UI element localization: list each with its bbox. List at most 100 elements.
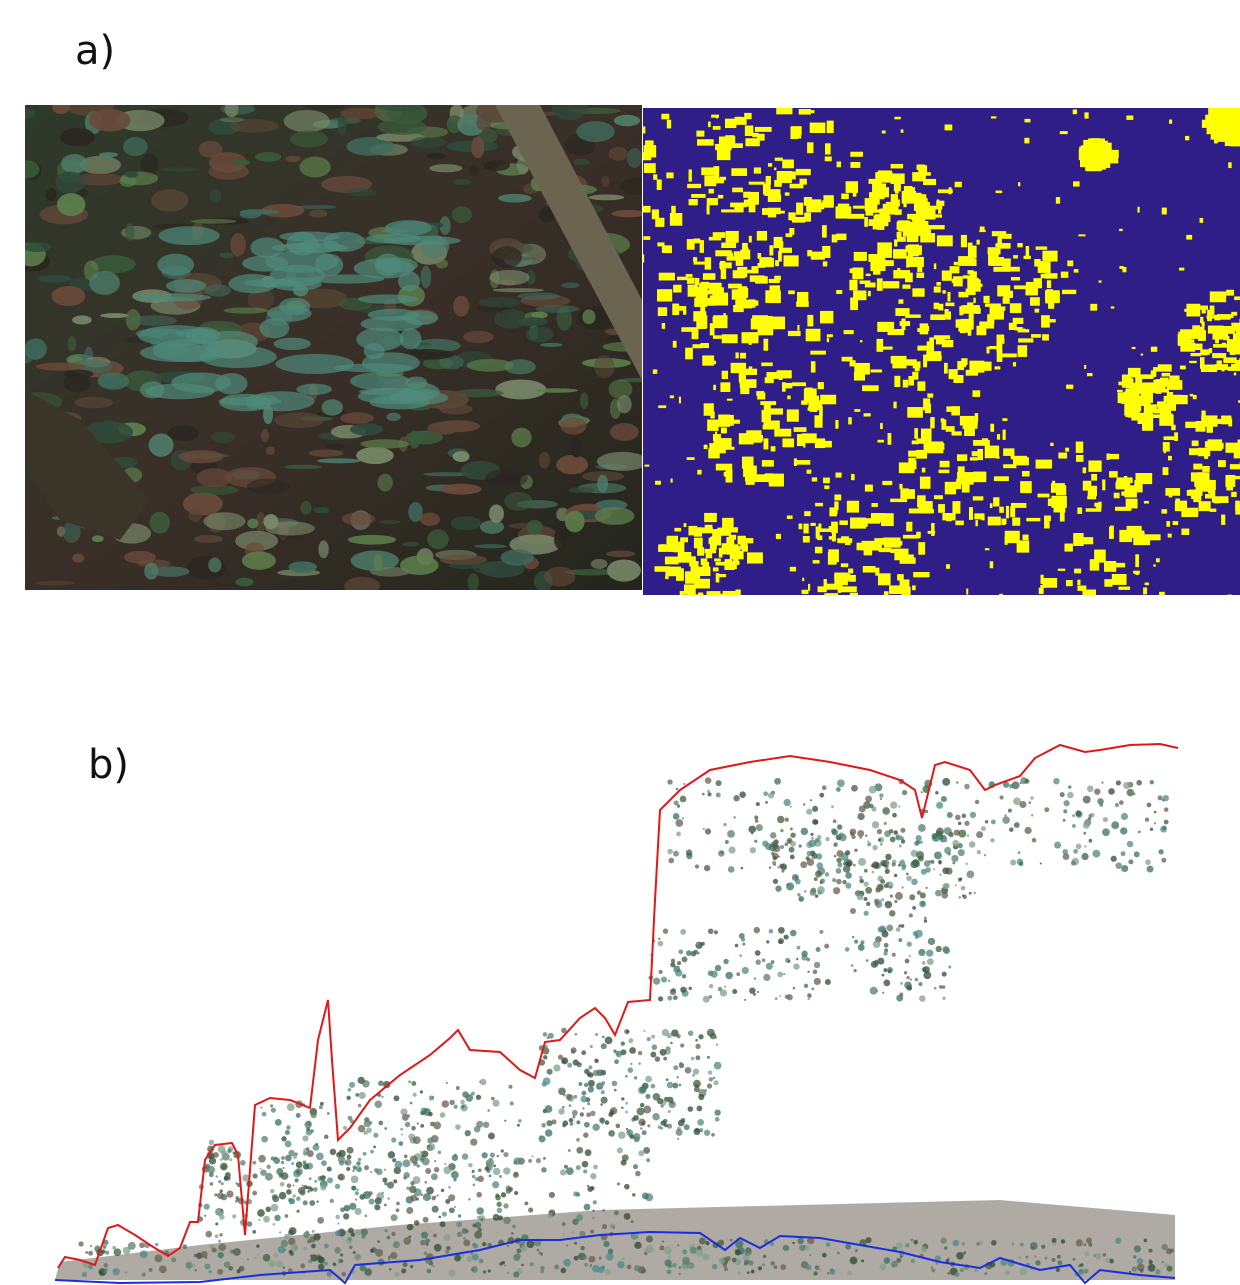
cloud-point xyxy=(438,1151,441,1154)
cloud-point xyxy=(889,829,894,834)
cloud-point xyxy=(477,1216,481,1220)
cloud-point xyxy=(790,841,796,847)
cloud-point xyxy=(155,1254,163,1262)
cloud-point xyxy=(1140,1269,1144,1273)
foliage-patch xyxy=(325,443,345,449)
foliage-patch xyxy=(13,160,40,178)
cloud-point xyxy=(894,830,898,834)
vegetation-pixel xyxy=(1026,518,1040,521)
vegetation-pixel xyxy=(818,382,824,389)
vegetation-pixel xyxy=(873,264,880,275)
cloud-point xyxy=(446,1082,448,1084)
cloud-point xyxy=(685,988,688,991)
cloud-point xyxy=(865,795,872,802)
cloud-point xyxy=(898,924,901,927)
cloud-point xyxy=(917,890,921,894)
cloud-point xyxy=(712,1264,717,1269)
vegetation-pixel xyxy=(732,289,747,299)
vegetation-pixel xyxy=(1087,496,1096,500)
cloud-point xyxy=(265,1173,273,1181)
vegetation-pixel xyxy=(729,420,740,424)
cloud-point xyxy=(777,972,783,978)
vegetation-pixel xyxy=(707,198,718,205)
cloud-point xyxy=(449,1100,454,1105)
cloud-point xyxy=(705,1241,709,1245)
cloud-point xyxy=(576,1147,583,1154)
vegetation-pixel xyxy=(1073,533,1083,546)
cloud-point xyxy=(962,814,967,819)
vegetation-pixel xyxy=(804,511,810,516)
vegetation-pixel xyxy=(719,262,731,268)
vegetation-pixel xyxy=(997,237,1001,248)
cloud-point xyxy=(693,950,698,955)
vegetation-pixel xyxy=(1096,506,1099,508)
vegetation-pixel xyxy=(854,409,860,412)
foliage-patch xyxy=(570,438,583,458)
foliage-patch xyxy=(219,117,244,122)
cloud-point xyxy=(1149,1259,1152,1262)
vegetation-pixel xyxy=(1060,131,1068,134)
cloud-point xyxy=(1119,800,1124,805)
cloud-point xyxy=(182,1244,187,1249)
vegetation-pixel xyxy=(803,524,808,534)
vegetation-pixel xyxy=(869,192,884,199)
cloud-point xyxy=(947,812,953,818)
vegetation-pixel xyxy=(721,243,736,248)
vegetation-pixel xyxy=(1090,304,1097,311)
cloud-point xyxy=(1072,814,1075,817)
cloud-point xyxy=(875,887,881,893)
cloud-point xyxy=(819,930,823,934)
vegetation-pixel xyxy=(1200,218,1204,223)
vegetation-pixel xyxy=(1205,494,1213,498)
cloud-point xyxy=(666,1078,669,1081)
foliage-patch xyxy=(51,286,85,306)
cloud-point xyxy=(898,864,901,867)
vegetation-pixel xyxy=(804,396,819,403)
cloud-point xyxy=(531,1155,533,1157)
cloud-point xyxy=(942,946,949,953)
cloud-point xyxy=(621,1049,627,1055)
foliage-patch xyxy=(340,107,380,119)
vegetation-pixel xyxy=(769,245,773,255)
cloud-point xyxy=(215,1234,219,1238)
vegetation-pixel xyxy=(1003,430,1006,440)
cloud-point xyxy=(642,1130,647,1135)
cloud-point xyxy=(645,1076,652,1083)
cloud-point xyxy=(1164,807,1169,812)
cloud-point xyxy=(543,1032,548,1037)
cloud-point xyxy=(413,1136,421,1144)
cloud-point xyxy=(218,1145,226,1153)
vegetation-pixel xyxy=(970,474,986,482)
vegetation-pixel xyxy=(900,489,915,499)
cloud-point xyxy=(349,1203,356,1210)
vegetation-pixel xyxy=(799,524,803,530)
fern-frond xyxy=(259,318,289,338)
vegetation-pixel xyxy=(997,434,1000,440)
foliage-patch xyxy=(450,516,481,530)
cloud-point xyxy=(696,942,699,945)
cloud-point xyxy=(205,1264,211,1270)
cloud-point xyxy=(584,1204,591,1211)
foliage-patch xyxy=(296,205,336,209)
foliage-patch xyxy=(421,265,432,288)
cloud-point xyxy=(513,1271,519,1277)
cloud-point xyxy=(297,1170,300,1173)
vegetation-pixel xyxy=(1054,507,1066,512)
cloud-point xyxy=(801,951,807,957)
cloud-point xyxy=(554,1264,559,1269)
cloud-point xyxy=(1067,792,1074,799)
vegetation-pixel xyxy=(749,366,753,374)
vegetation-pixel xyxy=(720,594,729,606)
cloud-point xyxy=(224,1261,231,1268)
vegetation-pixel xyxy=(1022,471,1030,476)
vegetation-pixel xyxy=(890,499,907,502)
vegetation-pixel xyxy=(1200,357,1205,369)
cloud-point xyxy=(393,1179,397,1183)
cloud-point xyxy=(291,1162,294,1165)
foliage-patch xyxy=(150,512,171,534)
cloud-point xyxy=(105,1250,109,1254)
cloud-point xyxy=(880,798,882,800)
cloud-point xyxy=(777,816,785,824)
cloud-point xyxy=(344,1205,351,1212)
cloud-point xyxy=(424,1181,427,1184)
